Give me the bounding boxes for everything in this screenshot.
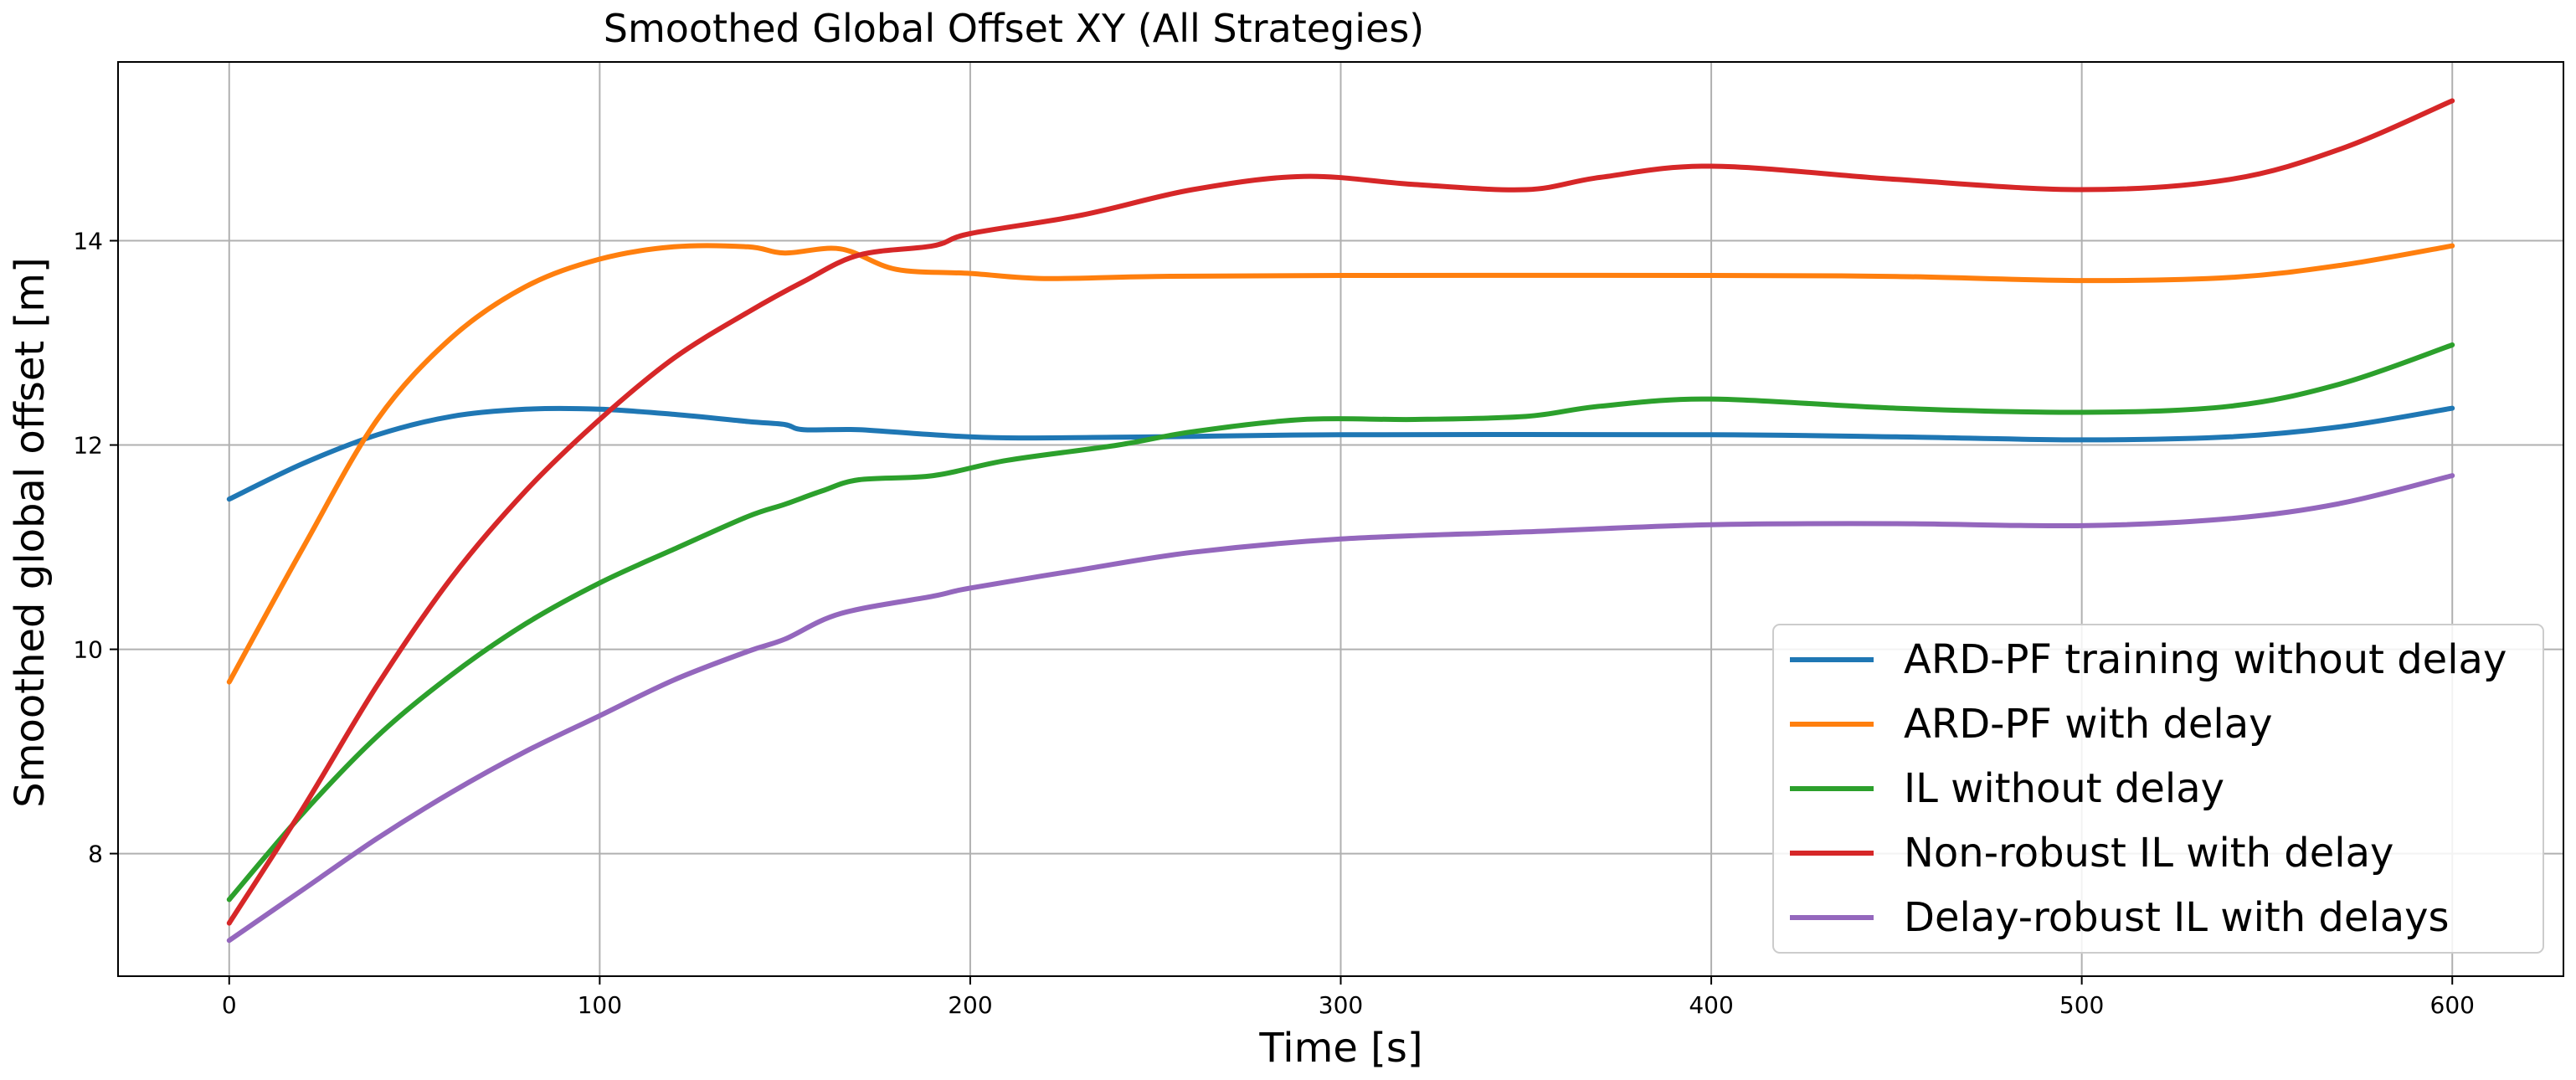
x-tick-label: 500 <box>2059 991 2104 1019</box>
y-tick-label: 10 <box>73 636 103 664</box>
series-lines <box>226 98 2455 944</box>
x-tick-label: 100 <box>578 991 622 1019</box>
x-axis-ticks: 0 100 200 300 400 500 600 <box>222 976 2475 1019</box>
x-tick-label: 0 <box>222 991 237 1019</box>
y-tick-label: 8 <box>88 841 103 868</box>
legend-entry-label: Non-robust IL with delay <box>1904 830 2393 877</box>
chart-title: Smoothed Global Offset XY (All Strategie… <box>604 6 1425 51</box>
series-line-1 <box>226 405 2455 502</box>
legend-box <box>1772 624 2544 954</box>
series-line-2 <box>226 243 2455 685</box>
legend-entry-label: Delay-robust IL with delays <box>1904 894 2450 941</box>
series-line-3 <box>226 342 2455 903</box>
x-tick-label: 300 <box>1319 991 1363 1019</box>
x-tick-label: 600 <box>2430 991 2475 1019</box>
y-axis-label: Smoothed global offset [m] <box>7 257 54 807</box>
y-axis-ticks: 8 10 12 14 <box>73 228 118 868</box>
y-tick-label: 14 <box>73 228 103 255</box>
legend: ARD-PF training without delay ARD-PF with… <box>1772 624 2544 954</box>
legend-entry-label: ARD-PF with delay <box>1904 701 2273 748</box>
x-tick-label: 200 <box>948 991 992 1019</box>
series-line-5 <box>226 473 2455 944</box>
series-line-4 <box>226 98 2455 926</box>
legend-entry-label: IL without delay <box>1904 765 2224 812</box>
y-tick-label: 12 <box>73 432 103 460</box>
x-axis-label: Time [s] <box>1258 1025 1422 1072</box>
x-tick-label: 400 <box>1689 991 1733 1019</box>
legend-entry-label: ARD-PF training without delay <box>1904 636 2507 683</box>
